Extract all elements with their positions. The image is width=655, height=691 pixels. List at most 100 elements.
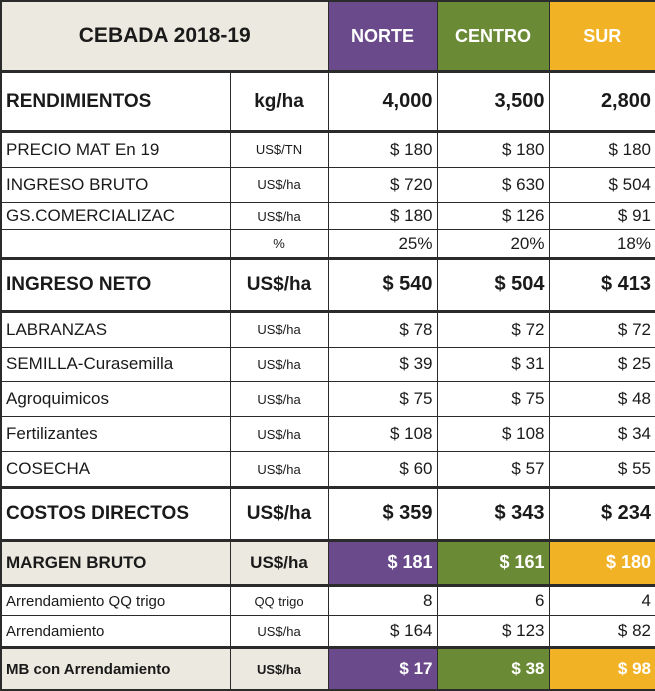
value-sur: $ 98 — [548, 646, 655, 691]
row-ingreso-bruto: INGRESO BRUTO US$/ha $ 720 $ 630 $ 504 — [0, 166, 655, 203]
row-unit: US$/ha — [229, 615, 329, 649]
value-sur: $ 82 — [548, 615, 655, 649]
row-mb-con-arrendamiento: MB con Arrendamiento US$/ha $ 17 $ 38 $ … — [0, 646, 655, 691]
value-norte: $ 181 — [327, 538, 438, 586]
value-centro: $ 38 — [436, 646, 550, 691]
value-sur: $ 55 — [548, 451, 655, 489]
row-gs-percent: % 25% 20% 18% — [0, 229, 655, 260]
row-label: COSTOS DIRECTOS — [0, 486, 231, 541]
row-label: LABRANZAS — [0, 309, 231, 348]
value-sur: $ 48 — [548, 381, 655, 418]
row-label: MB con Arrendamiento — [0, 646, 231, 691]
value-sur: 18% — [548, 229, 655, 260]
region-header-norte: NORTE — [327, 0, 438, 73]
row-label: PRECIO MAT En 19 — [0, 129, 231, 168]
row-label: COSECHA — [0, 451, 231, 489]
value-norte: $ 720 — [327, 166, 438, 203]
value-centro: 6 — [436, 583, 550, 617]
row-arrendamiento-qq: Arrendamiento QQ trigo QQ trigo 8 6 4 — [0, 583, 655, 617]
value-sur: $ 72 — [548, 309, 655, 348]
row-labranzas: LABRANZAS US$/ha $ 78 $ 72 $ 72 — [0, 309, 655, 348]
value-centro: $ 343 — [436, 486, 550, 541]
table-title: CEBADA 2018-19 — [0, 0, 329, 73]
value-sur: $ 34 — [548, 416, 655, 453]
value-centro: $ 630 — [436, 166, 550, 203]
row-label: INGRESO BRUTO — [0, 166, 231, 203]
row-label: Agroquimicos — [0, 381, 231, 418]
row-ingreso-neto: INGRESO NETO US$/ha $ 540 $ 504 $ 413 — [0, 257, 655, 312]
row-label — [0, 229, 231, 260]
value-norte: $ 164 — [327, 615, 438, 649]
region-header-sur: SUR — [548, 0, 655, 73]
row-unit: US$/ha — [229, 257, 329, 312]
row-unit: US$/ha — [229, 166, 329, 203]
row-gs-comercializac: GS.COMERCIALIZAC US$/ha $ 180 $ 126 $ 91 — [0, 201, 655, 231]
value-norte: 4,000 — [327, 70, 438, 132]
row-unit: US$/ha — [229, 486, 329, 541]
row-unit: US$/ha — [229, 416, 329, 453]
value-norte: $ 60 — [327, 451, 438, 489]
row-unit: % — [229, 229, 329, 260]
value-norte: $ 108 — [327, 416, 438, 453]
row-label: INGRESO NETO — [0, 257, 231, 312]
row-fertilizantes: Fertilizantes US$/ha $ 108 $ 108 $ 34 — [0, 416, 655, 453]
row-label: MARGEN BRUTO — [0, 538, 231, 586]
value-norte: $ 17 — [327, 646, 438, 691]
row-arrendamiento: Arrendamiento US$/ha $ 164 $ 123 $ 82 — [0, 615, 655, 649]
row-unit: kg/ha — [229, 70, 329, 132]
value-centro: $ 72 — [436, 309, 550, 348]
value-norte: $ 540 — [327, 257, 438, 312]
row-label: RENDIMIENTOS — [0, 70, 231, 132]
value-centro: 20% — [436, 229, 550, 260]
row-unit: US$/ha — [229, 201, 329, 231]
value-centro: $ 126 — [436, 201, 550, 231]
row-semilla: SEMILLA-Curasemilla US$/ha $ 39 $ 31 $ 2… — [0, 346, 655, 383]
row-unit: US$/ha — [229, 451, 329, 489]
value-centro: $ 108 — [436, 416, 550, 453]
row-cosecha: COSECHA US$/ha $ 60 $ 57 $ 55 — [0, 451, 655, 489]
value-norte: $ 180 — [327, 129, 438, 168]
row-rendimientos: RENDIMIENTOS kg/ha 4,000 3,500 2,800 — [0, 70, 655, 132]
row-agroquimicos: Agroquimicos US$/ha $ 75 $ 75 $ 48 — [0, 381, 655, 418]
value-norte: 25% — [327, 229, 438, 260]
row-unit: US$/ha — [229, 646, 329, 691]
row-label: SEMILLA-Curasemilla — [0, 346, 231, 383]
value-centro: $ 161 — [436, 538, 550, 586]
value-norte: $ 180 — [327, 201, 438, 231]
row-label: Arrendamiento — [0, 615, 231, 649]
row-label: Fertilizantes — [0, 416, 231, 453]
value-sur: 2,800 — [548, 70, 655, 132]
row-unit: US$/ha — [229, 538, 329, 586]
value-centro: $ 180 — [436, 129, 550, 168]
region-header-centro: CENTRO — [436, 0, 550, 73]
value-centro: $ 57 — [436, 451, 550, 489]
value-norte: $ 359 — [327, 486, 438, 541]
value-norte: $ 78 — [327, 309, 438, 348]
row-unit: US$/TN — [229, 129, 329, 168]
value-centro: $ 75 — [436, 381, 550, 418]
value-sur: $ 234 — [548, 486, 655, 541]
value-norte: $ 39 — [327, 346, 438, 383]
row-precio: PRECIO MAT En 19 US$/TN $ 180 $ 180 $ 18… — [0, 129, 655, 168]
row-unit: US$/ha — [229, 346, 329, 383]
value-sur: 4 — [548, 583, 655, 617]
value-centro: $ 31 — [436, 346, 550, 383]
value-sur: $ 91 — [548, 201, 655, 231]
value-sur: $ 25 — [548, 346, 655, 383]
row-label: Arrendamiento QQ trigo — [0, 583, 231, 617]
value-sur: $ 504 — [548, 166, 655, 203]
value-sur: $ 413 — [548, 257, 655, 312]
row-unit: QQ trigo — [229, 583, 329, 617]
value-sur: $ 180 — [548, 129, 655, 168]
value-centro: 3,500 — [436, 70, 550, 132]
row-margen-bruto: MARGEN BRUTO US$/ha $ 181 $ 161 $ 180 — [0, 538, 655, 586]
row-costos-directos: COSTOS DIRECTOS US$/ha $ 359 $ 343 $ 234 — [0, 486, 655, 541]
row-unit: US$/ha — [229, 309, 329, 348]
value-norte: $ 75 — [327, 381, 438, 418]
row-label: GS.COMERCIALIZAC — [0, 201, 231, 231]
value-centro: $ 504 — [436, 257, 550, 312]
value-centro: $ 123 — [436, 615, 550, 649]
header-row: CEBADA 2018-19 NORTE CENTRO SUR — [0, 0, 655, 73]
row-unit: US$/ha — [229, 381, 329, 418]
